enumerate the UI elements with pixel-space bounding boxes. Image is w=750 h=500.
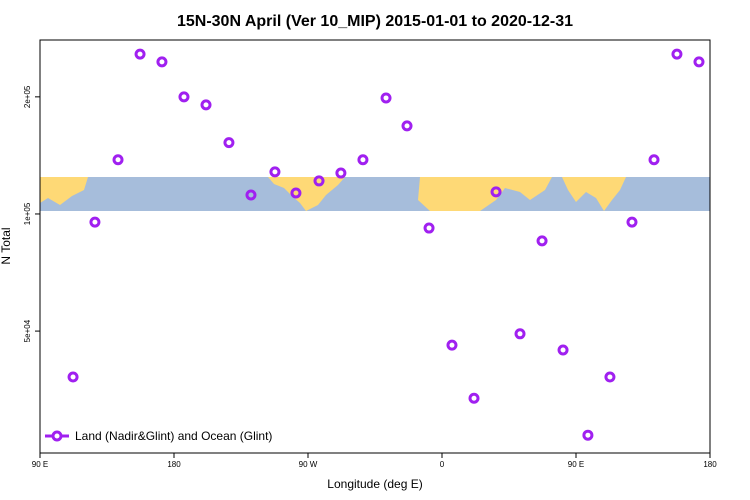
- x-tick-label: 180: [703, 460, 717, 469]
- point: [446, 339, 458, 351]
- y-axis-label: N Total: [0, 227, 13, 264]
- point: [335, 167, 347, 179]
- x-tick-label: 90 E: [568, 460, 584, 469]
- x-tick-label: 90 W: [299, 460, 318, 469]
- map-band: [40, 177, 710, 211]
- land: [268, 177, 345, 211]
- point: [134, 48, 146, 60]
- point: [582, 429, 594, 441]
- x-tick-label: 180: [167, 460, 181, 469]
- point: [648, 154, 660, 166]
- point: [156, 56, 168, 68]
- point: [89, 216, 101, 228]
- point: [67, 371, 79, 383]
- land: [40, 177, 88, 205]
- x-tick-label: 90 E: [32, 460, 48, 469]
- point: [200, 99, 212, 111]
- point: [423, 222, 435, 234]
- chart-title: 15N-30N April (Ver 10_MIP) 2015-01-01 to…: [177, 13, 573, 30]
- plot-frame: [39, 39, 711, 454]
- point: [178, 91, 190, 103]
- point: [514, 328, 526, 340]
- legend-marker: [51, 430, 63, 442]
- point: [490, 186, 502, 198]
- point: [401, 120, 413, 132]
- y-tick-label: 5e+04: [23, 319, 32, 342]
- y-tick-label: 2e+05: [23, 85, 32, 108]
- point: [693, 56, 705, 68]
- legend-label: Land (Nadir&Glint) and Ocean (Glint): [75, 429, 272, 443]
- point: [626, 216, 638, 228]
- y-tick-label: 1e+05: [23, 202, 32, 225]
- point: [557, 344, 569, 356]
- point: [290, 187, 302, 199]
- point: [357, 154, 369, 166]
- x-axis-label: Longitude (deg E): [327, 477, 422, 491]
- point: [468, 392, 480, 404]
- point: [245, 189, 257, 201]
- x-tick-label: 0: [440, 460, 445, 469]
- point: [313, 175, 325, 187]
- point: [536, 235, 548, 247]
- point: [671, 48, 683, 60]
- point: [112, 154, 124, 166]
- point: [604, 371, 616, 383]
- point: [380, 92, 392, 104]
- point: [223, 137, 235, 149]
- land: [562, 177, 626, 211]
- point: [269, 166, 281, 178]
- land: [418, 177, 552, 211]
